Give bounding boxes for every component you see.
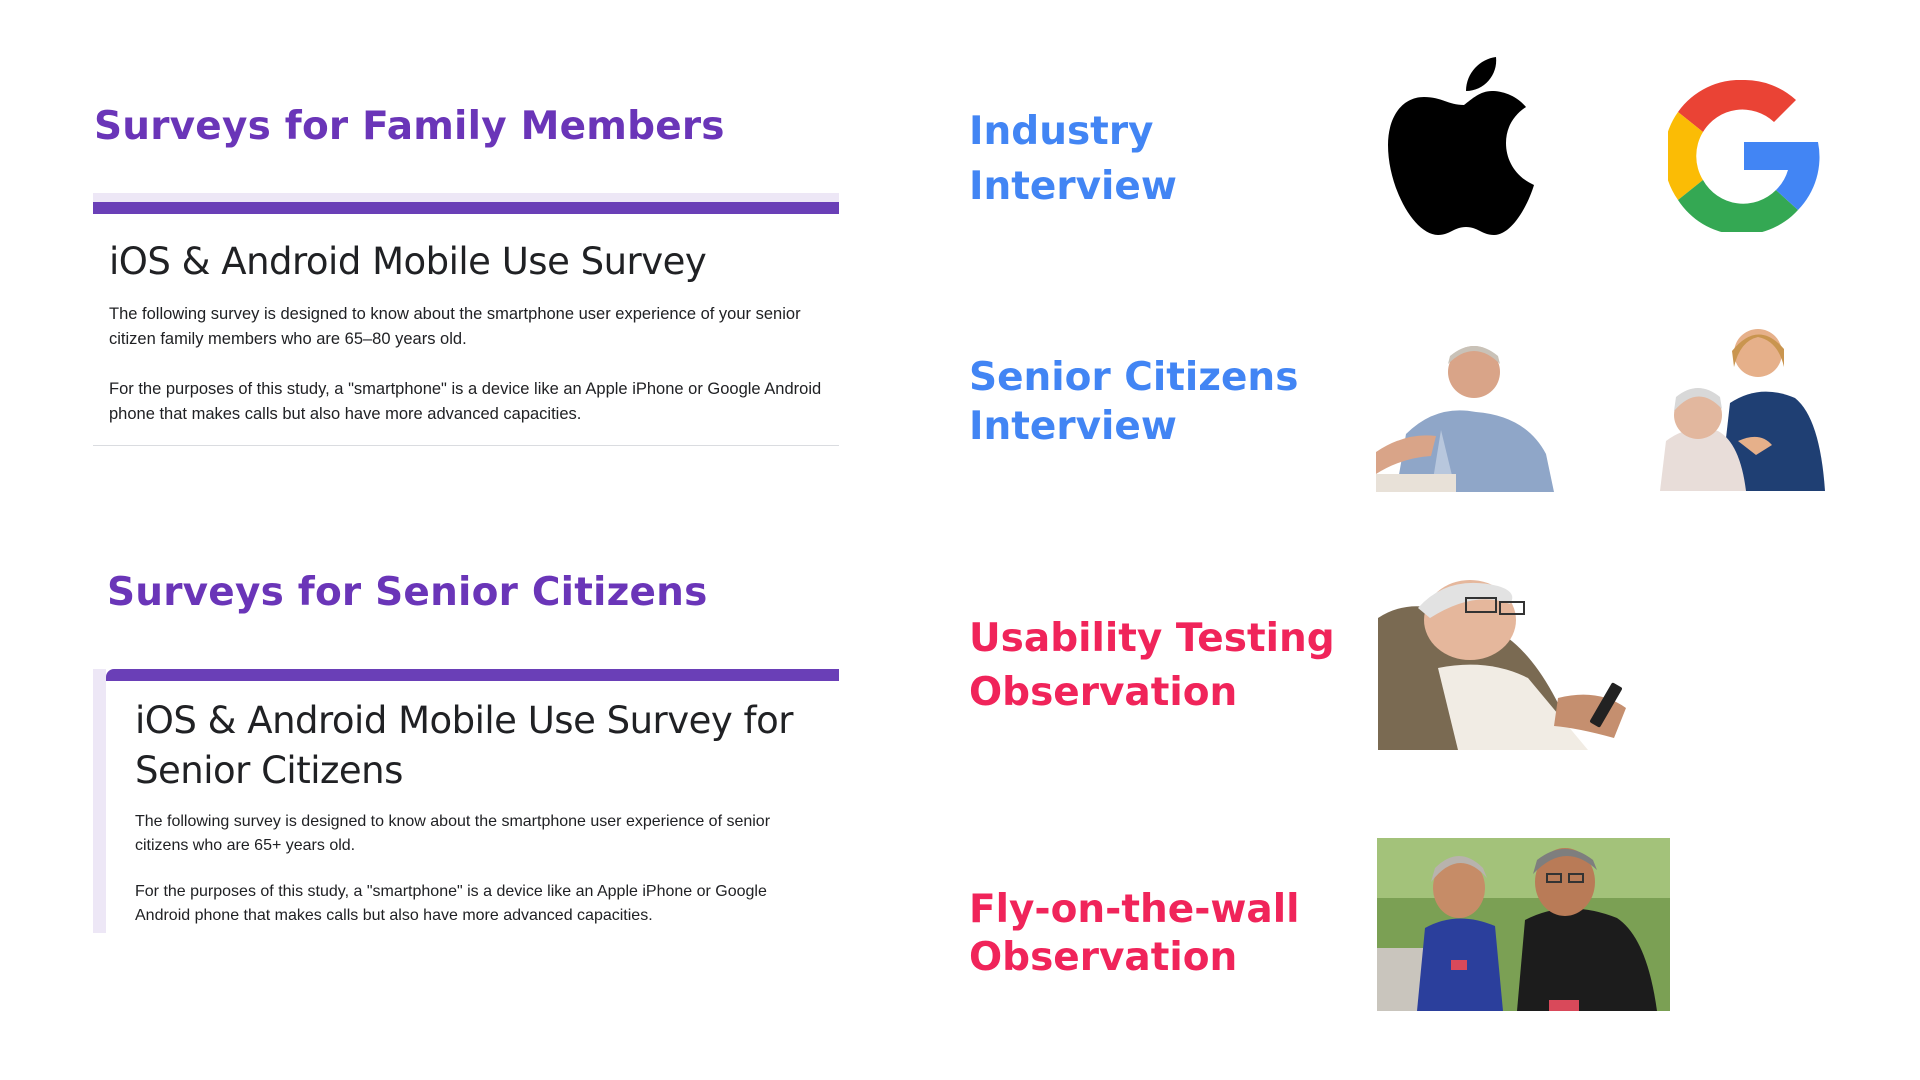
family-survey-title: iOS & Android Mobile Use Survey <box>109 240 707 283</box>
apple-logo-icon <box>1388 57 1534 235</box>
industry-line2: Interview <box>969 164 1177 209</box>
form-accent-bar <box>93 202 839 214</box>
fly-line1: Fly-on-the-wall <box>969 887 1300 932</box>
senior-man-photo <box>1376 334 1554 492</box>
usability-line2: Observation <box>969 670 1238 715</box>
form-accent-bar <box>106 669 839 681</box>
seniors-line1: Senior Citizens <box>969 355 1299 400</box>
seniors-line2: Interview <box>969 404 1177 449</box>
industry-line1: Industry <box>969 109 1154 154</box>
senior-survey-form-header: iOS & Android Mobile Use Survey for Seni… <box>93 669 839 933</box>
usability-line1: Usability Testing <box>969 616 1335 661</box>
senior-survey-title-line1: iOS & Android Mobile Use Survey for <box>135 699 793 742</box>
senior-using-smartphone-photo <box>1378 578 1656 750</box>
form-left-tint <box>93 669 106 933</box>
senior-survey-description-1: The following survey is designed to know… <box>135 813 771 854</box>
usability-testing-heading: Usability Testing Observation <box>969 612 1335 720</box>
senior-interview-heading: Senior Citizens Interview <box>969 353 1298 451</box>
family-surveys-heading: Surveys for Family Members <box>94 104 725 149</box>
fly-on-the-wall-heading: Fly-on-the-wall Observation <box>969 886 1300 982</box>
senior-woman-with-caregiver-photo <box>1660 323 1825 491</box>
senior-survey-title: iOS & Android Mobile Use Survey for Seni… <box>135 696 793 796</box>
senior-survey-description-2: For the purposes of this study, a "smart… <box>135 883 767 924</box>
industry-interview-heading: Industry Interview <box>969 104 1177 214</box>
fly-line2: Observation <box>969 935 1238 980</box>
family-survey-description-2: For the purposes of this study, a "smart… <box>109 380 822 423</box>
senior-survey-title-line2: Senior Citizens <box>135 749 403 792</box>
senior-couple-with-phones-photo <box>1377 838 1670 1011</box>
form-top-tint <box>93 193 839 202</box>
family-survey-form-header: iOS & Android Mobile Use Survey The foll… <box>93 193 839 446</box>
senior-surveys-heading: Surveys for Senior Citizens <box>107 570 708 615</box>
family-survey-description-1: The following survey is designed to know… <box>109 305 801 348</box>
google-g-logo-icon <box>1668 80 1820 232</box>
